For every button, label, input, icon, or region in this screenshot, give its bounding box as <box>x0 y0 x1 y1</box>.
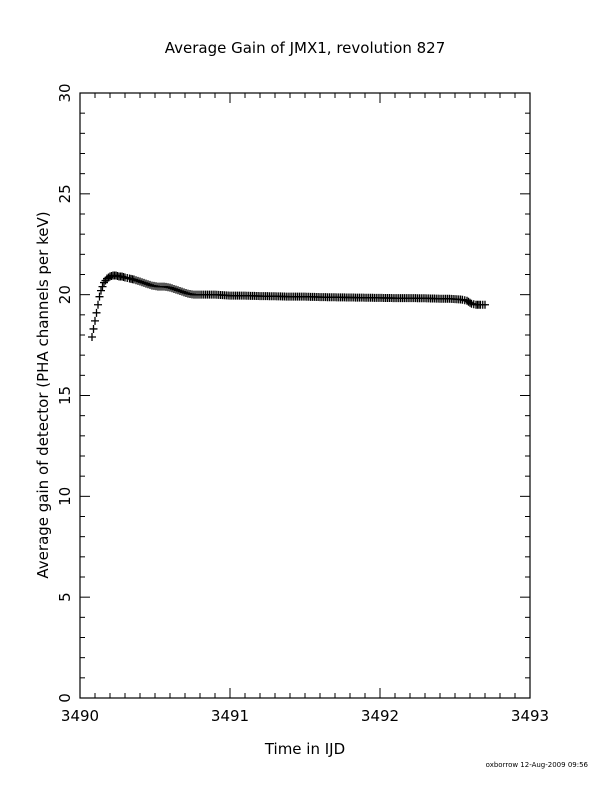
data-point <box>95 292 104 301</box>
y-tick-label: 30 <box>56 83 74 102</box>
x-tick-label: 3493 <box>511 707 549 725</box>
data-point <box>166 283 174 292</box>
chart-title: Average Gain of JMX1, revolution 827 <box>165 39 446 57</box>
data-point <box>140 278 148 287</box>
footer-credit: oxborrow 12-Aug-2009 09:56 <box>486 761 589 769</box>
y-tick-label: 25 <box>56 184 74 203</box>
data-point <box>138 278 146 287</box>
axis-ticks <box>79 92 531 699</box>
data-point <box>174 286 182 295</box>
data-point <box>98 282 107 291</box>
data-point <box>97 286 105 295</box>
data-point <box>170 284 178 293</box>
y-tick-label: 20 <box>56 285 74 304</box>
data-point <box>94 300 102 309</box>
data-point <box>136 277 144 286</box>
data-point <box>466 298 474 307</box>
data-point <box>132 276 140 285</box>
data-point <box>89 324 98 333</box>
data-point <box>481 300 489 309</box>
y-axis-label: Average gain of detector (PHA channels p… <box>34 211 52 578</box>
data-point <box>168 284 176 293</box>
data-point <box>134 276 142 285</box>
data-point <box>130 275 138 284</box>
x-axis-label: Time in IJD <box>264 740 345 758</box>
x-tick-label: 3490 <box>61 707 99 725</box>
data-point <box>182 288 190 297</box>
y-tick-label: 15 <box>56 386 74 405</box>
data-point <box>176 286 184 295</box>
data-point <box>88 333 96 342</box>
y-tick-label: 10 <box>56 487 74 506</box>
tick-labels: 3490 3491 3492 3493 0 5 10 15 20 25 30 <box>56 83 549 725</box>
x-tick-label: 3491 <box>211 707 249 725</box>
data-point <box>91 316 99 325</box>
data-point <box>92 308 101 317</box>
data-point <box>172 285 180 294</box>
data-point <box>146 280 154 289</box>
x-tick-label: 3492 <box>361 707 399 725</box>
data-point <box>142 279 150 288</box>
data-point <box>180 288 188 297</box>
data-point <box>144 280 152 289</box>
data-points <box>88 271 489 342</box>
plot-frame <box>79 92 531 699</box>
y-tick-label: 5 <box>56 592 74 602</box>
data-point <box>178 287 186 296</box>
y-tick-label: 0 <box>56 693 74 703</box>
